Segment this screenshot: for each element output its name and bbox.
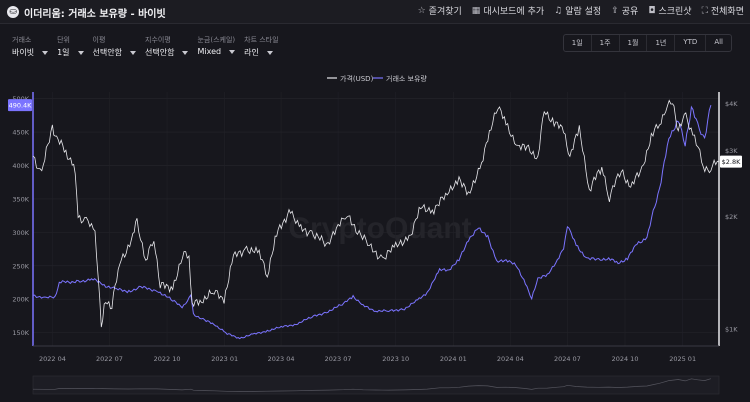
bell-icon: ♫: [554, 5, 563, 16]
camera-icon: ◘: [648, 5, 656, 16]
chart-style-select-value: 라인: [244, 48, 259, 57]
navigator-track: [32, 375, 720, 395]
current-value-tags: 490.4K $2.8K: [8, 99, 742, 168]
left-tick-label: 350K: [12, 195, 29, 203]
watermark: CryptoQuant: [288, 212, 471, 245]
price-current-tag: [720, 155, 742, 168]
unit-select-label: 단위: [57, 36, 70, 44]
right-tick-label: $1K: [725, 325, 738, 333]
right-axis: $4K $3K $2K $1K: [718, 92, 738, 346]
exchange-select-label: 거래소: [12, 36, 32, 44]
right-tick-label: $3K: [725, 147, 738, 155]
unit-select[interactable]: 단위 1일: [57, 35, 84, 58]
x-tick-label: 2024 01: [440, 355, 467, 363]
left-tick-label: 200K: [12, 296, 29, 304]
scale-select-label: 눈금(스케일): [197, 36, 236, 44]
left-tick-label: 150K: [12, 329, 29, 337]
screenshot-label: 스크린샷: [658, 7, 692, 17]
left-axis: 500K450K400K350K300K250K200K150K: [12, 92, 34, 346]
chart-style-select-label: 차트 스타일: [244, 36, 279, 44]
share-button[interactable]: ⇪ 공유: [611, 4, 639, 18]
scale-select[interactable]: 눈금(스케일) Mixed: [197, 35, 235, 58]
price-series-line: [32, 99, 720, 328]
favorite-button[interactable]: ☆ 즐겨찾기: [417, 4, 462, 18]
right-tick-label: $2K: [725, 213, 738, 221]
star-icon: ☆: [417, 5, 426, 16]
plot-lines: [32, 99, 720, 340]
favorite-label: 즐겨찾기: [428, 7, 462, 17]
x-tick-label: 2022 07: [96, 355, 123, 363]
left-tick-label: 250K: [12, 262, 29, 270]
add-to-dashboard-button[interactable]: ▦ 대시보드에 추가: [471, 4, 545, 18]
left-tick-label: 450K: [12, 129, 29, 137]
x-tick-label: 2024 04: [497, 355, 524, 363]
x-tick-label: 2022 10: [154, 355, 181, 363]
price-current-value: $2.8K: [722, 158, 741, 166]
share-icon: ⇪: [611, 5, 619, 16]
legend-reserve-label[interactable]: 거래소 보유량: [386, 74, 427, 83]
x-tick-label: 2023 01: [211, 355, 238, 363]
x-tick-label: 2023 07: [325, 355, 352, 363]
legend: 가격(USD) 거래소 보유량: [327, 74, 427, 83]
navigator-series-line: [32, 378, 712, 392]
range-1d-button[interactable]: 1일: [564, 35, 592, 51]
x-tick-label: 2025 01: [669, 355, 696, 363]
add-to-dashboard-label: 대시보드에 추가: [483, 7, 545, 17]
range-all-button[interactable]: All: [714, 38, 723, 46]
page-title: 이더리움: 거래소 보유량 - 바이빗: [24, 9, 166, 20]
ethereum-logo-icon: ⛀: [7, 6, 19, 18]
x-tick-label: 2022 04: [39, 355, 66, 363]
screenshot-button[interactable]: ◘ 스크린샷: [648, 4, 692, 18]
chart-header: ⛀ 이더리움: 거래소 보유량 - 바이빗 ☆ 즐겨찾기 ▦ 대시보드에 추가 ♫ 알…: [0, 0, 750, 24]
share-label: 공유: [621, 7, 639, 17]
exchange-select-value: 바이빗: [12, 48, 35, 57]
chevron-down-icon: [130, 50, 136, 55]
legend-price-label[interactable]: 가격(USD): [340, 74, 374, 83]
chevron-down-icon: [182, 50, 189, 55]
ema-select-label: 지수이평: [145, 36, 171, 44]
range-ytd-button[interactable]: YTD: [675, 35, 707, 51]
x-axis: 2022 04 2022 07 2022 10 2023 01 2023 04 2023 …: [33, 345, 719, 363]
set-alert-label: 알람 설정: [565, 7, 602, 17]
reserve-current-value: 490.4K: [9, 102, 33, 110]
set-alert-button[interactable]: ♫ 알람 설정: [554, 4, 602, 18]
fullscreen-icon: ⛶: [701, 5, 708, 16]
chevron-down-icon: [77, 50, 84, 55]
moving-average-select-value: 선택안함: [92, 48, 122, 57]
unit-select-value: 1일: [57, 48, 70, 57]
right-tick-label: $4K: [725, 100, 738, 108]
chevron-down-icon: [229, 49, 236, 54]
range-1y-button[interactable]: 1년: [647, 35, 676, 51]
left-tick-label: 400K: [12, 162, 29, 170]
x-tick-label: 2024 10: [612, 355, 639, 363]
reserve-series-line: [32, 104, 712, 340]
dashboard-icon: ▦: [471, 5, 481, 16]
x-tick-label: 2023 04: [268, 355, 295, 363]
ema-select-value: 선택안함: [145, 48, 175, 57]
x-tick-label: 2024 07: [554, 355, 581, 363]
range-navigator[interactable]: [32, 375, 720, 395]
chevron-down-icon: [266, 50, 273, 55]
left-tick-label: 300K: [12, 229, 29, 237]
header-actions: ☆ 즐겨찾기 ▦ 대시보드에 추가 ♫ 알람 설정 ⇪ 공유 ◘ 스크린샷 ⛶ 전체화면: [417, 4, 744, 18]
reserve-current-tag: [8, 99, 32, 112]
chevron-down-icon: [42, 50, 49, 55]
time-range-selector: 1일 1주 1월 1년 YTD All: [562, 34, 732, 52]
range-1w-button[interactable]: 1주: [592, 35, 620, 51]
x-tick-label: 2023 10: [382, 355, 409, 363]
moving-average-select-label: 이평: [92, 36, 106, 44]
scale-select-value: Mixed: [197, 47, 222, 56]
fullscreen-button[interactable]: ⛶ 전체화면: [701, 4, 744, 18]
range-1m-button[interactable]: 1월: [620, 35, 648, 51]
fullscreen-label: 전체화면: [710, 7, 744, 17]
